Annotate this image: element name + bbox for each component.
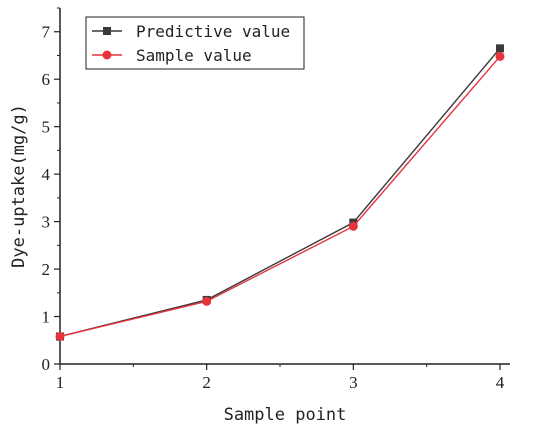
- legend-marker-sample: [102, 50, 112, 60]
- legend-box: [85, 16, 305, 70]
- y-tick-label-2: 2: [42, 260, 51, 279]
- series-line-0: [59, 47, 501, 338]
- series-layer: [55, 44, 505, 341]
- series-0-point-3: [496, 44, 504, 53]
- y-tick-label-1: 1: [42, 308, 51, 327]
- legend-marker-predictive: [103, 27, 111, 35]
- y-tick-label-6: 6: [42, 70, 51, 89]
- x-tick-label-3: 3: [349, 373, 358, 392]
- y-tick-label-7: 7: [42, 23, 51, 42]
- y-tick-label-0: 0: [42, 355, 51, 374]
- y-ticks: 0 1 2 3 4 5 6 7: [42, 7, 60, 374]
- legend: Predictive value Sample value: [85, 16, 305, 70]
- series-1-point-3: [495, 51, 505, 61]
- series-1-point-2: [348, 221, 358, 231]
- y-tick-label-4: 4: [42, 165, 51, 184]
- plot-frame: [59, 8, 510, 365]
- x-ticks: 1 2 3 4: [56, 364, 505, 392]
- y-tick-label-3: 3: [42, 213, 51, 232]
- y-axis-title: Dye-uptake(mg/g): [9, 104, 29, 268]
- legend-label-predictive: Predictive value: [136, 22, 290, 41]
- x-axis-title: Sample point: [224, 405, 347, 425]
- legend-entry-predictive: Predictive value: [92, 22, 290, 41]
- x-tick-label-4: 4: [496, 373, 505, 392]
- legend-label-sample: Sample value: [136, 46, 252, 65]
- series-1-point-1: [202, 296, 212, 306]
- y-tick-label-5: 5: [42, 118, 51, 137]
- series-1-point-0: [55, 331, 65, 341]
- x-tick-label-2: 2: [202, 373, 211, 392]
- x-tick-label-1: 1: [56, 373, 65, 392]
- legend-entry-sample: Sample value: [92, 46, 252, 65]
- series-line-1: [59, 55, 501, 338]
